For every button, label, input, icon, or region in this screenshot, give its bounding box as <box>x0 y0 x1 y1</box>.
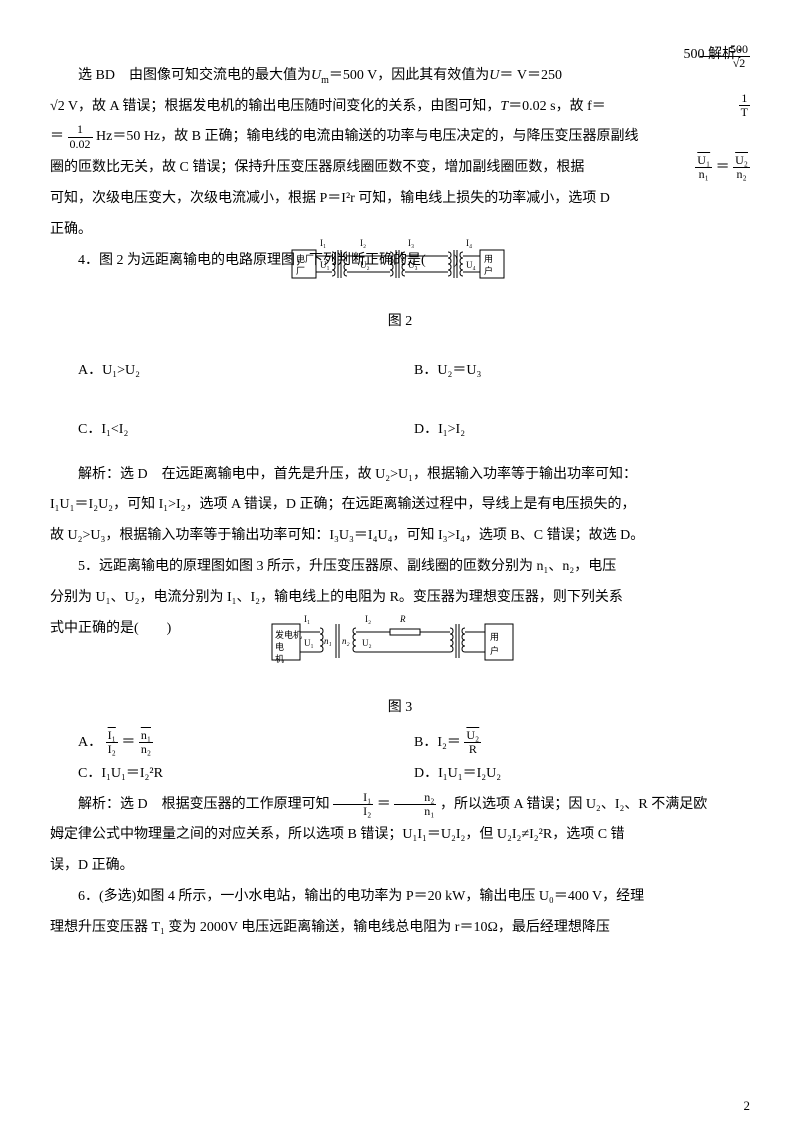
q4-opt-d: D．I₁>I₂ <box>414 415 750 446</box>
q5-options-row2: C．I₁U₁＝I₂²R D．I₁U₁＝I₂U₂ <box>78 759 750 790</box>
q4-opt-c: C．I₁<I₂ <box>78 415 414 446</box>
q4-options: A．U₁>U₂ B．U₂＝U₃ C．I₁<I₂ D．I₁>I₂ <box>78 342 750 460</box>
q3-line5b: 正确。 <box>50 215 750 246</box>
q6-stem1: 6．(多选)如图 4 所示，一小水电站，输出的电功率为 P＝20 kW，输出电压… <box>50 882 750 913</box>
ratio-U: U₁ n₁ <box>695 154 712 181</box>
q5-opt-c: C．I₁U₁＝I₂²R <box>78 759 414 790</box>
q4-sol2: I₁U₁＝I₂U₂，可知 I₁>I₂，选项 A 错误，D 正确；在远距离输送过程… <box>50 490 750 521</box>
q3-line3: ＝ 1 0.02 Hz＝50 Hz，故 B 正确；输电线的电流由输送的功率与电压… <box>50 122 750 153</box>
q5-sol1: 解析：选 D 根据变压器的工作原理可知 I₁I₂ ＝ n₂n₁ ，所以选项 A … <box>50 790 750 821</box>
q5: 5．远距离输电的原理图如图 3 所示，升压变压器原、副线圈的匝数分别为 n₁、n… <box>50 552 750 882</box>
q5-opt-b: B．I₂＝ U₂R <box>414 728 750 759</box>
text: V，故 A 错误；根据发电机的输出电压随时间变化的关系，由图可知， <box>65 99 501 114</box>
q3-line4: 圈的匝数比无关，故 C 错误；保持升压变压器原线圈匝数不变，增加副线圈匝数，根据… <box>50 153 750 184</box>
eq: ＝ <box>716 160 730 175</box>
q5-opt-a: A． I₁I₂ ＝ n₁n₂ <box>78 728 414 759</box>
q6: 6．(多选)如图 4 所示，一小水电站，输出的电功率为 P＝20 kW，输出电压… <box>50 882 750 944</box>
q4-sol3: 故 U₂>U₃，根据输入功率等于输出功率可知：I₃U₃＝I₄U₄，可知 I₃>I… <box>50 521 750 552</box>
q5-fig-label: 图 3 <box>50 693 750 724</box>
q4-opt-a: A．U₁>U₂ <box>78 356 414 387</box>
q4-opt-b: B．U₂＝U₃ <box>414 356 750 387</box>
q3-solution: 500 解析： 选 BD 由图像可知交流电的最大值为Um＝500 V，因此其有效… <box>50 40 750 246</box>
q3-line2: 2 V，故 A 错误；根据发电机的输出电压随时间变化的关系，由图可知，T＝0.0… <box>50 92 750 123</box>
q5-sol2: 姆定律公式中物理量之间的对应关系，所以选项 B 错误；U₁I₁＝U₂I₂，但 U… <box>50 820 750 851</box>
text: ＝ <box>50 129 64 144</box>
ratio-n: U₂ n₂ <box>733 154 750 181</box>
q5-stem2: 分别为 U₁、U₂，电流分别为 I₁、I₂，输电线上的电阻为 R。变压器为理想变… <box>50 583 750 614</box>
text: 圈的匝数比无关，故 C 错误；保持升压变压器原线圈匝数不变，增加副线圈匝数，根据 <box>50 160 584 175</box>
sqrt2-leading: 2 <box>50 99 65 114</box>
text: ＝0.02 s，故 f＝ <box>508 99 606 114</box>
text: ＝500 V，因此其有效值为 <box>329 68 489 83</box>
q5-options-row1: A． I₁I₂ ＝ n₁n₂ B．I₂＝ U₂R <box>78 728 750 759</box>
page-number: 2 <box>744 1092 751 1121</box>
frac-1-T: 1 T <box>739 92 750 119</box>
text: 选 BD 由图像可知交流电的最大值为 <box>78 68 311 83</box>
frac-1-002: 1 0.02 <box>68 123 93 150</box>
sqrt2: 2 <box>733 56 746 70</box>
q4-fig-label: 图 2 <box>50 307 750 338</box>
q6-stem2: 理想升压变压器 T₁ 变为 2000V 电压远距离输送，输电线总电阻为 r＝10… <box>50 913 750 944</box>
q5-stem1: 5．远距离输电的原理图如图 3 所示，升压变压器原、副线圈的匝数分别为 n₁、n… <box>50 552 750 583</box>
svg-text:户: 户 <box>490 645 499 656</box>
text: V＝250 <box>517 68 562 83</box>
q5-opt-d: D．I₁U₁＝I₂U₂ <box>414 759 750 790</box>
q3-line5a: 可知，次级电压变大，次级电流减小，根据 P＝I²r 可知，输电线上损失的功率减小… <box>50 184 750 215</box>
q4: 4．图 2 为远距离输电的电路原理图，下列判断正确的是( ) 电厂 厂 I₁ U… <box>50 246 750 552</box>
q5-sol3: 误，D 正确。 <box>50 851 750 882</box>
text: Hz＝50 Hz，故 B 正确；输电线的电流由输送的功率与电压决定的，与降压变压… <box>96 129 638 144</box>
q4-stem: 4．图 2 为远距离输电的电路原理图，下列判断正确的是( ) <box>50 246 750 277</box>
q3-line1: 选 BD 由图像可知交流电的最大值为Um＝500 V，因此其有效值为U＝ 500… <box>50 61 750 92</box>
q4-sol1: 解析：选 D 在远距离输电中，首先是升压，故 U₂>U₁，根据输入功率等于输出功… <box>50 460 750 491</box>
frac-500-root2: 500 2 <box>700 43 750 70</box>
svg-text:机: 机 <box>275 653 284 664</box>
q5-stem3: 式中正确的是( ) <box>50 614 750 645</box>
